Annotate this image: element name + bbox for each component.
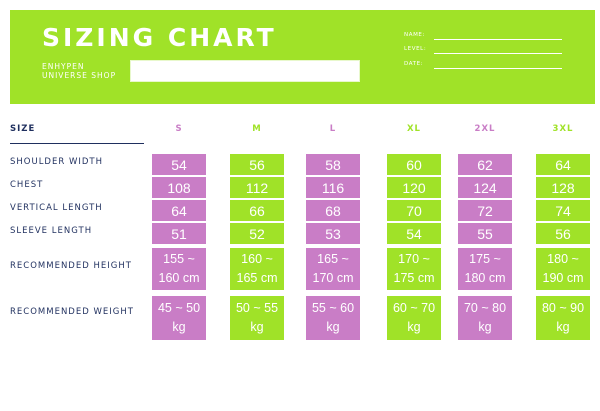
row-label: CHEST [10, 180, 44, 190]
table-cell: 66 [230, 200, 284, 221]
table-cell: 155 ~ 160 cm [152, 248, 206, 290]
table-cell: 51 [152, 223, 206, 244]
header-banner: SIZING CHART ENHYPEN UNIVERSE SHOP NAME:… [10, 10, 595, 104]
table-cell: 124 [458, 177, 512, 198]
table-cell: 72 [458, 200, 512, 221]
row-label: SHOULDER WIDTH [10, 157, 103, 167]
size-underline [10, 143, 144, 144]
size-header-xl: XL [407, 124, 421, 134]
row-label: VERTICAL LENGTH [10, 203, 103, 213]
shop-name: ENHYPEN UNIVERSE SHOP [42, 62, 117, 80]
page-title: SIZING CHART [42, 23, 277, 52]
table-cell: 60 [387, 154, 441, 175]
table-cell: 112 [230, 177, 284, 198]
table-cell: 120 [387, 177, 441, 198]
table-cell: 64 [536, 154, 590, 175]
table-cell: 108 [152, 177, 206, 198]
table-cell: 52 [230, 223, 284, 244]
size-header-l: L [329, 124, 337, 134]
level-line [434, 53, 562, 54]
row-label: SLEEVE LENGTH [10, 226, 93, 236]
table-cell: 80 ~ 90 kg [536, 296, 590, 340]
table-cell: 54 [152, 154, 206, 175]
size-header-m: M [252, 124, 262, 134]
table-cell: 56 [230, 154, 284, 175]
table-cell: 70 ~ 80 kg [458, 296, 512, 340]
size-header-2xl: 2XL [474, 124, 496, 134]
table-cell: 53 [306, 223, 360, 244]
row-label: RECOMMENDED WEIGHT [10, 307, 134, 317]
table-cell: 70 [387, 200, 441, 221]
table-cell: 165 ~ 170 cm [306, 248, 360, 290]
table-cell: 64 [152, 200, 206, 221]
table-cell: 116 [306, 177, 360, 198]
table-cell: 180 ~ 190 cm [536, 248, 590, 290]
table-cell: 58 [306, 154, 360, 175]
table-cell: 62 [458, 154, 512, 175]
shop-name-field[interactable] [130, 60, 360, 82]
table-cell: 170 ~ 175 cm [387, 248, 441, 290]
table-cell: 45 ~ 50 kg [152, 296, 206, 340]
table-cell: 54 [387, 223, 441, 244]
table-cell: 160 ~ 165 cm [230, 248, 284, 290]
name-label: NAME: [404, 32, 425, 38]
date-label: DATE: [404, 61, 424, 67]
level-label: LEVEL: [404, 46, 427, 52]
table-cell: 50 ~ 55 kg [230, 296, 284, 340]
size-header-3xl: 3XL [552, 124, 574, 134]
table-cell: 175 ~ 180 cm [458, 248, 512, 290]
size-column-header: SIZE [10, 124, 36, 134]
table-cell: 74 [536, 200, 590, 221]
table-cell: 60 ~ 70 kg [387, 296, 441, 340]
table-cell: 56 [536, 223, 590, 244]
size-header-s: S [175, 124, 183, 134]
date-line [434, 68, 562, 69]
table-cell: 55 ~ 60 kg [306, 296, 360, 340]
table-cell: 55 [458, 223, 512, 244]
table-cell: 128 [536, 177, 590, 198]
row-label: RECOMMENDED HEIGHT [10, 261, 132, 271]
table-cell: 68 [306, 200, 360, 221]
name-line [434, 39, 562, 40]
